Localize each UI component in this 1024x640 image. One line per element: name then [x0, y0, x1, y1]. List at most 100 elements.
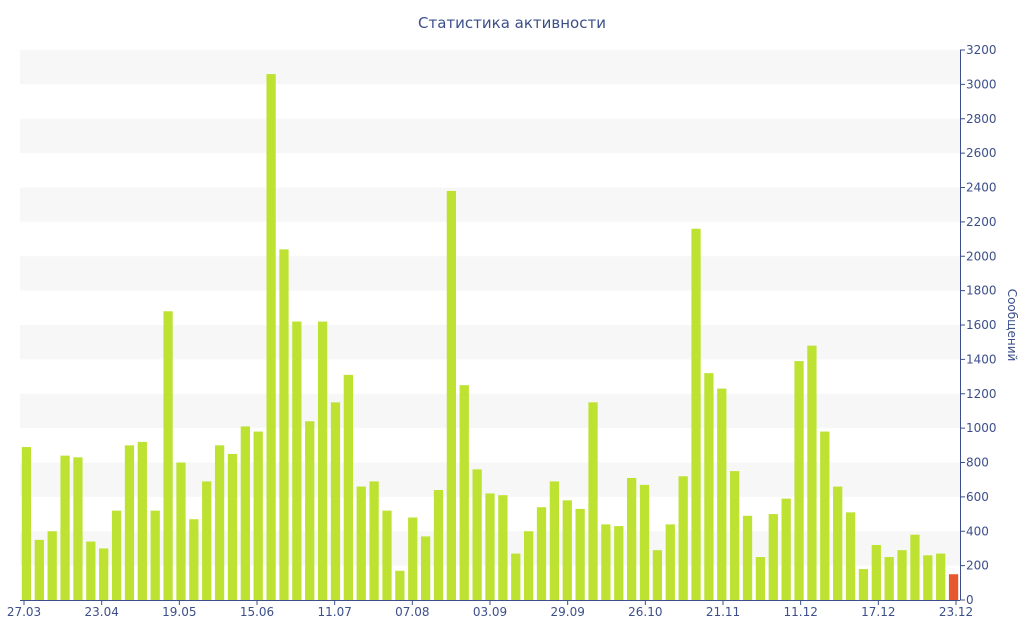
bar [936, 553, 946, 600]
grid-band [20, 256, 960, 291]
bar [755, 557, 766, 600]
axes [20, 49, 965, 605]
bar [820, 431, 830, 600]
bar [330, 402, 341, 600]
bar [446, 190, 456, 600]
bar [614, 526, 624, 600]
grid-bands [20, 50, 960, 566]
grid-band [20, 393, 960, 429]
bar [279, 249, 289, 601]
x-tick-label: 11.12 [783, 605, 817, 619]
bar [21, 447, 32, 600]
grid-band [20, 50, 960, 85]
bar [498, 495, 508, 600]
bar [369, 481, 379, 600]
y-tick-label: 200 [966, 559, 989, 573]
y-tick-label: 400 [966, 524, 989, 538]
bar [150, 510, 160, 601]
y-tick-label: 2000 [966, 249, 997, 263]
bar [923, 555, 933, 600]
x-tick-label: 15.06 [240, 605, 274, 619]
bar [111, 510, 122, 601]
grid-band [20, 462, 960, 497]
bar [691, 228, 701, 600]
x-tick-label: 03.09 [473, 605, 507, 619]
bar [382, 510, 392, 601]
bar [124, 445, 135, 600]
y-tick-labels: 0 200 400 600 800 1000 1200 1400 1600 1800 2000 220… [966, 43, 997, 607]
bar [678, 476, 688, 600]
bar [253, 431, 263, 600]
x-tick-label: 27.03 [7, 605, 41, 619]
bar [639, 484, 650, 600]
bar [420, 536, 431, 600]
y-tick-label: 3200 [966, 43, 997, 57]
bar [189, 519, 199, 600]
bar [742, 515, 753, 600]
grid-band [20, 187, 960, 222]
bar [717, 388, 727, 600]
bar [781, 498, 791, 600]
bar [202, 481, 212, 600]
y-tick-label: 600 [966, 490, 989, 504]
bar [511, 553, 521, 600]
y-tick-label: 3000 [966, 77, 997, 91]
bar [214, 445, 225, 600]
y-tick-label: 1200 [966, 387, 997, 401]
bar [523, 531, 534, 600]
bar [176, 462, 186, 600]
x-tick-label: 26.10 [628, 605, 662, 619]
bar [34, 539, 44, 600]
bar [768, 514, 778, 600]
x-tick-label: 07.08 [395, 605, 429, 619]
y-tick-label: 0 [966, 593, 974, 607]
y-tick-label: 800 [966, 456, 989, 470]
bar [549, 481, 560, 600]
bar [292, 321, 302, 600]
bar [395, 570, 405, 600]
bar [730, 471, 740, 600]
bar [897, 550, 907, 600]
bar [408, 517, 418, 600]
bar [627, 477, 637, 600]
y-tick-label: 2600 [966, 146, 997, 160]
x-tick-label: 17.12 [861, 605, 895, 619]
bar [665, 524, 675, 601]
y-tick-label: 1800 [966, 284, 997, 298]
bar [562, 500, 572, 600]
y-tick-label: 2400 [966, 181, 997, 195]
y-axis-label: Сообщений [1005, 289, 1019, 362]
y-tick-label: 2800 [966, 112, 997, 126]
bar [227, 453, 238, 600]
bar [794, 361, 804, 600]
x-tick-label: 19.05 [162, 605, 196, 619]
bar [472, 469, 482, 601]
grid-band [20, 118, 960, 154]
bar [704, 373, 714, 601]
bar [73, 457, 83, 600]
bar [60, 455, 70, 601]
bar [575, 508, 585, 600]
bar [163, 311, 173, 600]
bar [601, 524, 611, 601]
x-tick-label: 23.04 [84, 605, 118, 619]
bar [884, 557, 894, 600]
bar [266, 74, 276, 600]
bar [305, 421, 315, 600]
bar [485, 493, 495, 600]
bar [137, 441, 147, 601]
bar [317, 321, 328, 600]
bar [845, 512, 856, 600]
bar [807, 345, 817, 601]
x-tick-label: 23.12 [939, 605, 973, 619]
y-tick-label: 1000 [966, 421, 997, 435]
bar [86, 541, 96, 600]
bar [47, 531, 57, 600]
bar [833, 486, 843, 600]
y-tick-label: 1600 [966, 318, 997, 332]
bar [588, 402, 598, 600]
x-tick-label: 11.07 [317, 605, 351, 619]
x-tick-labels: 27.03 23.04 19.05 15.06 11.07 07.08 03.09 29.09… [7, 605, 973, 619]
bar [910, 534, 920, 600]
